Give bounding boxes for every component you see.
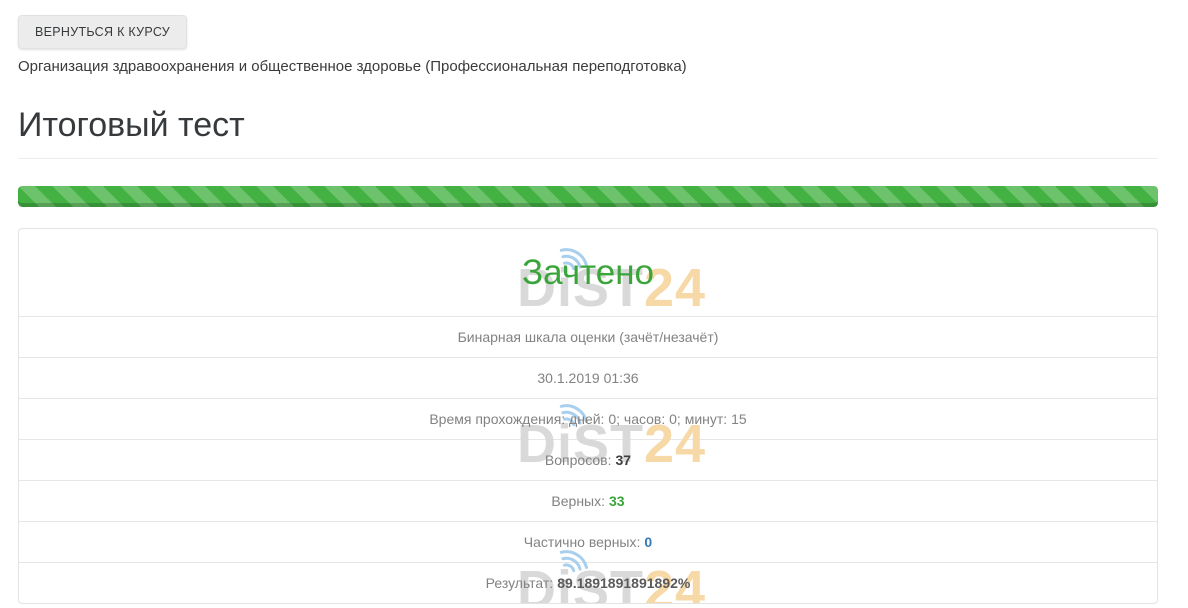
page-title: Итоговый тест	[18, 106, 1158, 159]
row-label: 30.1.2019 01:36	[537, 370, 639, 386]
table-row-questions: Вопросов: 37	[19, 439, 1157, 480]
table-row-duration: Время прохождения: дней: 0; часов: 0; ми…	[19, 398, 1157, 439]
row-value: 37	[615, 452, 632, 468]
row-label: Верных:	[551, 493, 605, 509]
progress-bar	[18, 186, 1158, 207]
table-row-partially-correct: Частично верных: 0	[19, 521, 1157, 562]
quiz-result-page: ВЕРНУТЬСЯ К КУРСУ Организация здравоохра…	[18, 0, 1158, 604]
row-label: Время прохождения: дней: 0; часов: 0; ми…	[429, 411, 747, 427]
table-row-correct: Верных: 33	[19, 480, 1157, 521]
row-label: Результат:	[485, 575, 554, 591]
table-row-date: 30.1.2019 01:36	[19, 357, 1157, 398]
table-row-result: Результат: 89.1891891891892%	[19, 562, 1157, 603]
row-label: Бинарная шкала оценки (зачёт/незачёт)	[457, 329, 719, 345]
progress-bar-fill	[18, 186, 1158, 207]
row-label: Частично верных:	[523, 534, 641, 550]
row-value: 33	[609, 493, 625, 509]
result-table: DiST24 DiST24 DiST24	[18, 228, 1158, 604]
table-row-status: Зачтено	[19, 229, 1157, 316]
back-to-course-button[interactable]: ВЕРНУТЬСЯ К КУРСУ	[18, 15, 188, 49]
row-label: Вопросов:	[544, 452, 612, 468]
row-value: 0	[644, 534, 653, 550]
table-row-grade-scale: Бинарная шкала оценки (зачёт/незачёт)	[19, 316, 1157, 357]
status-passed: Зачтено	[522, 252, 654, 292]
course-title: Организация здравоохранения и общественн…	[18, 58, 687, 75]
row-value: 89.1891891891892%	[557, 575, 691, 591]
